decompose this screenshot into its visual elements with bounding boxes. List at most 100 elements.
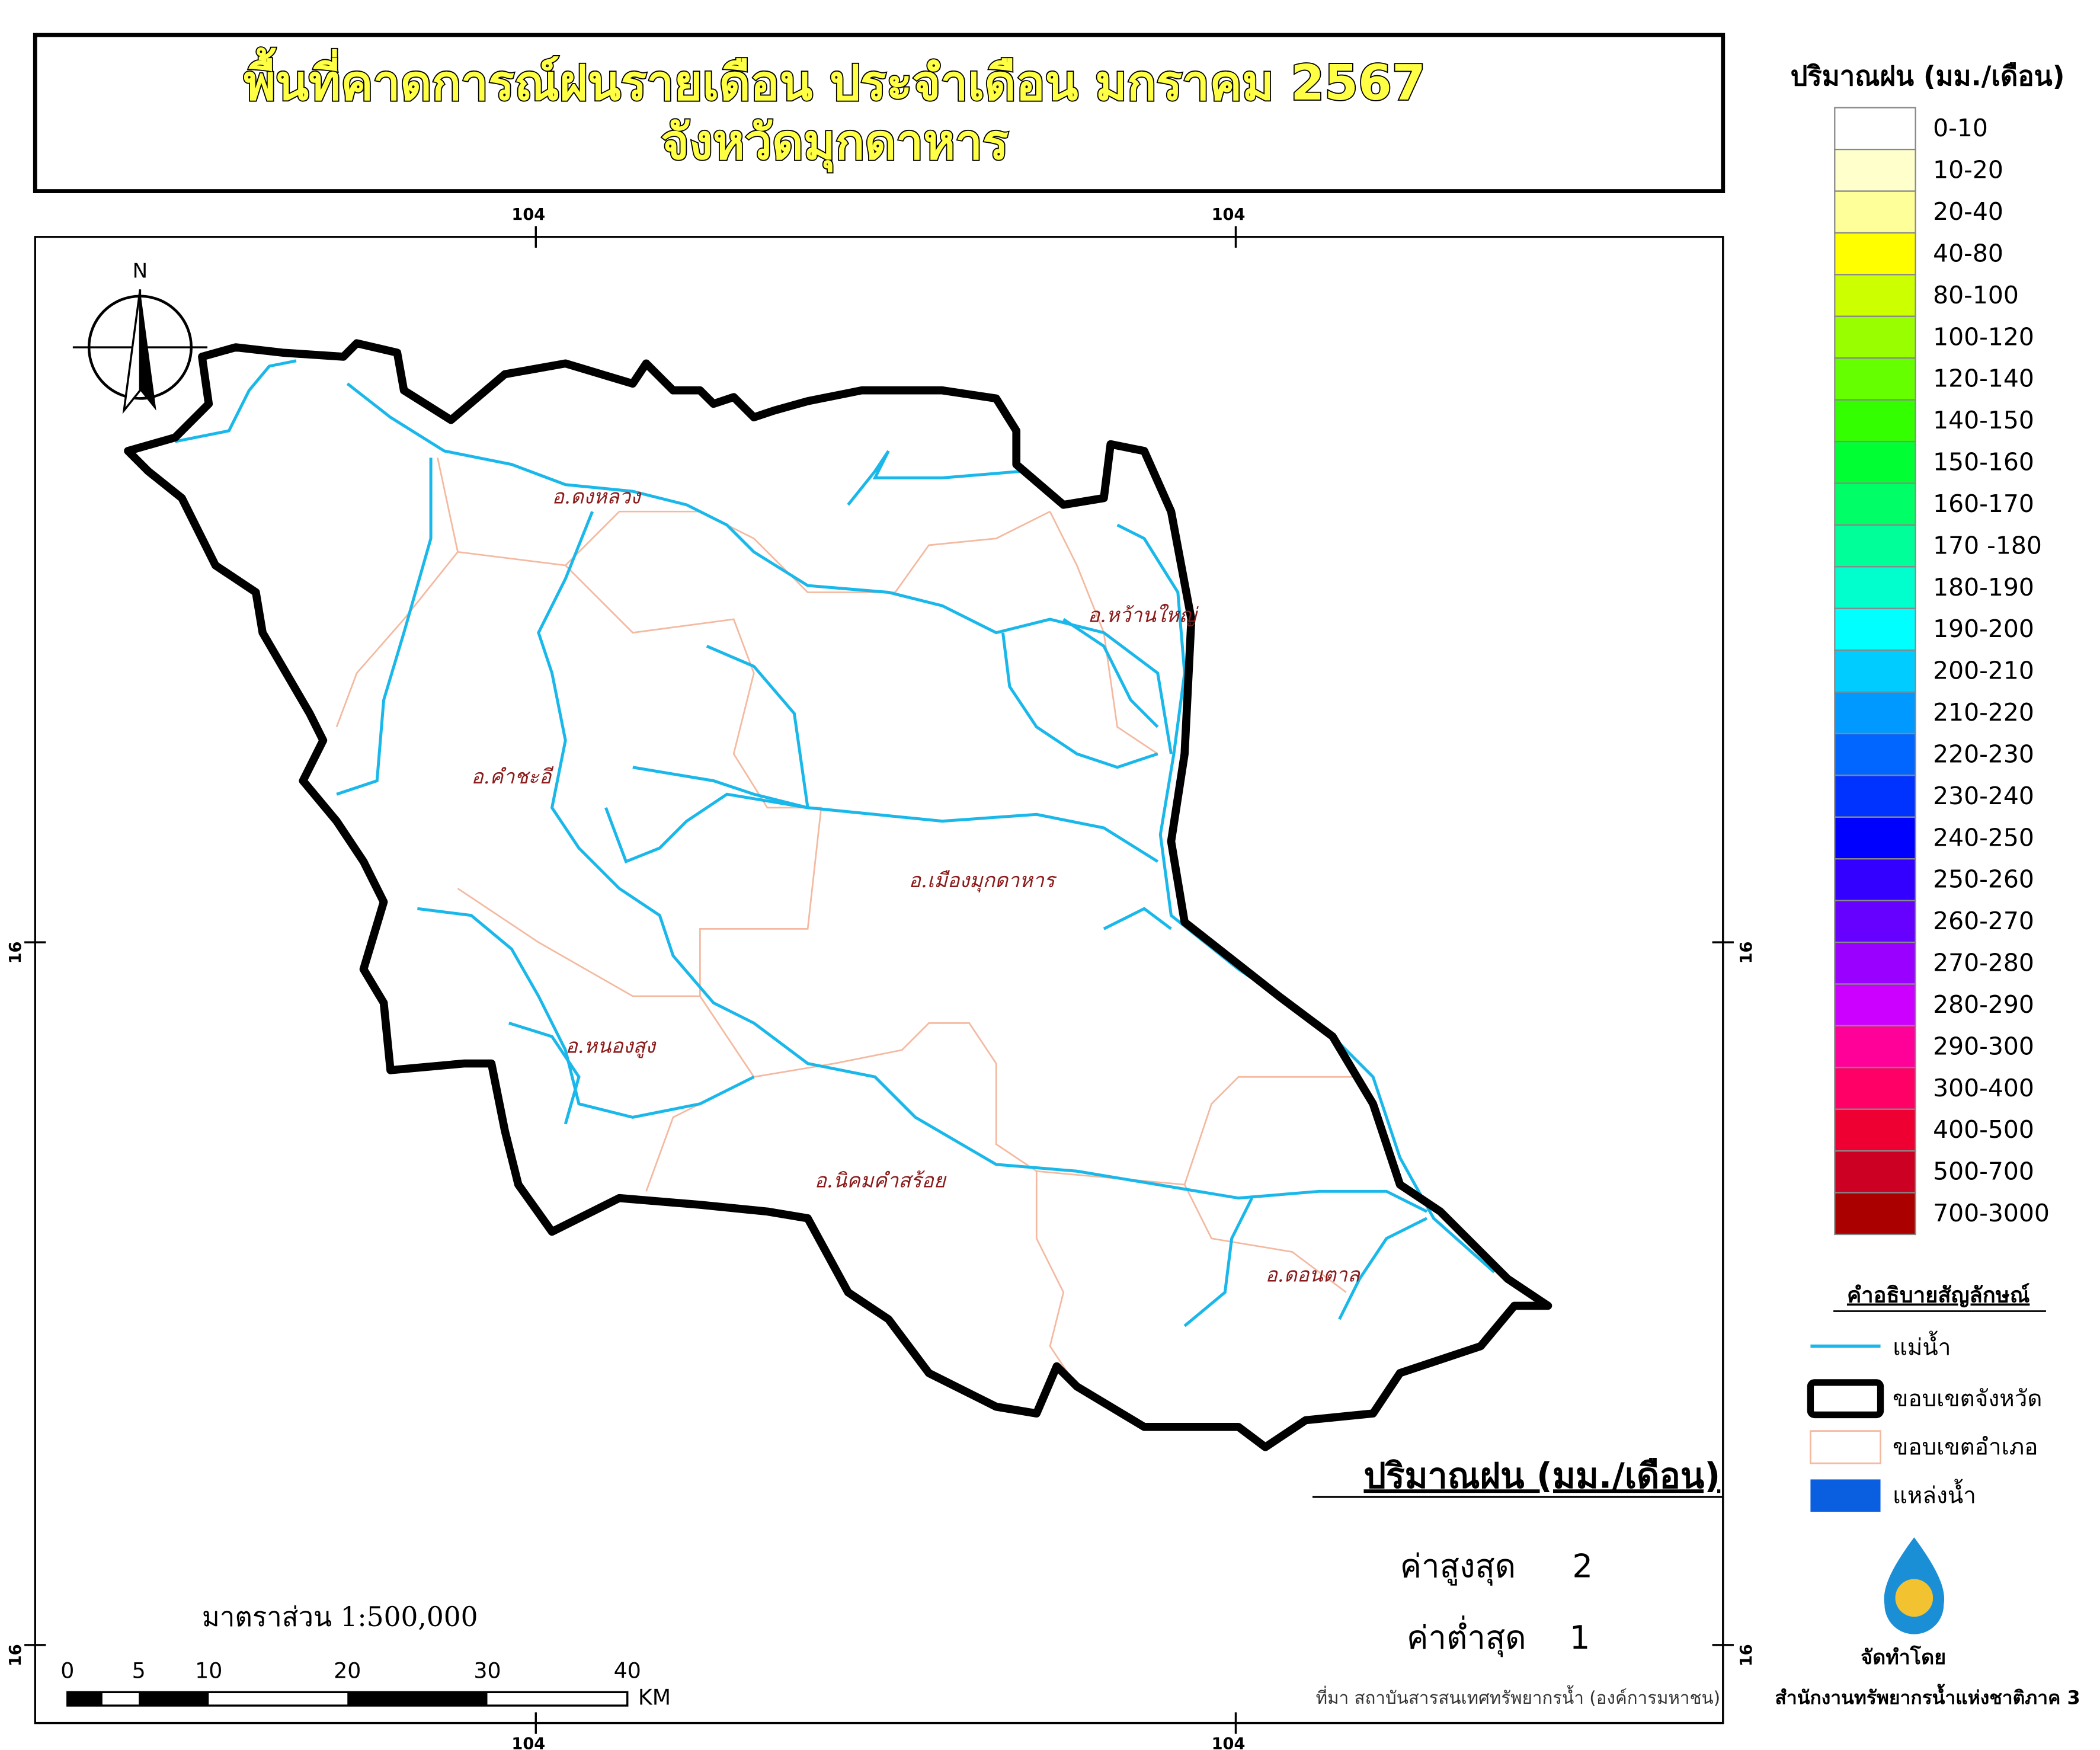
- river: [1116, 523, 1496, 1274]
- district-label: อ.หนองสูง: [565, 1034, 657, 1058]
- legend-label: 20-40: [1933, 197, 2003, 226]
- water-symbol-label: แหล่งน้ำ: [1893, 1479, 1976, 1509]
- legend-label: 180-190: [1933, 573, 2034, 602]
- legend-label: 230-240: [1933, 782, 2034, 810]
- stats-title: ปริมาณฝน (มม./เดือน): [1363, 1455, 1720, 1496]
- source: ที่มา สถาบันสารสนเทศทรัพยากรน้ำ (องค์การ…: [1316, 1685, 1721, 1708]
- legend-label: 150-160: [1933, 448, 2034, 476]
- legend-swatch: [1834, 440, 1916, 484]
- legend-swatch: [1834, 315, 1916, 359]
- legend-swatch: [1834, 482, 1916, 526]
- agency-logo: [1884, 1537, 1945, 1634]
- legend-label: 80-100: [1933, 281, 2019, 309]
- legend-swatch: [1834, 357, 1916, 401]
- scale-label: 40: [614, 1658, 641, 1683]
- district-label: อ.ดอนตาล: [1265, 1263, 1360, 1287]
- legend-swatch: [1834, 1150, 1916, 1194]
- legend-label: 400-500: [1933, 1115, 2034, 1144]
- scale-segment: [139, 1692, 209, 1706]
- stats-max: 2: [1572, 1547, 1593, 1585]
- legend-title: ปริมาณฝน (มม./เดือน): [1791, 60, 2065, 92]
- stats-max-label: ค่าสูงสุด: [1400, 1547, 1516, 1586]
- river: [336, 458, 433, 796]
- scale-label: 0: [60, 1658, 74, 1683]
- stats-min-label: ค่าต่ำสุด: [1407, 1615, 1526, 1658]
- legend-label: 120-140: [1933, 364, 2034, 393]
- legend-swatch: [1834, 775, 1916, 818]
- legend-label: 240-250: [1933, 823, 2034, 852]
- legend-swatch: [1834, 190, 1916, 234]
- producer-label: จัดทำโดย: [1861, 1645, 1946, 1669]
- legend-swatch: [1834, 983, 1916, 1027]
- producer-name: สำนักงานทรัพยากรน้ำแห่งชาติภาค 3: [1775, 1684, 2080, 1709]
- province-symbol-label: ขอบเขตจังหวัด: [1893, 1386, 2042, 1412]
- graticule-ticks: [24, 226, 1734, 1734]
- legend-label: 250-260: [1933, 865, 2034, 894]
- legend-label: 260-270: [1933, 907, 2034, 935]
- legend-swatch: [1834, 900, 1916, 943]
- north-label: N: [133, 259, 148, 283]
- legend-label: 300-400: [1933, 1074, 2034, 1102]
- river: [847, 450, 1023, 506]
- lon-label: 104: [1212, 1735, 1246, 1750]
- legend-swatch: [1834, 1067, 1916, 1110]
- subtitle: จังหวัดมุกดาหาร: [661, 114, 1009, 172]
- legend-swatch: [1834, 607, 1916, 651]
- river: [1062, 618, 1159, 728]
- legend-label: 700-3000: [1933, 1199, 2050, 1227]
- title-box: [33, 33, 1726, 193]
- legend-label: 170 -180: [1933, 531, 2042, 559]
- lat-label: 16: [1737, 941, 1756, 964]
- district-boundary: [1183, 1184, 1347, 1293]
- river: [1183, 1197, 1253, 1327]
- district-labels: อ.ดงหลวง อ.หว้านใหญ่ อ.คำชะอี อ.เมืองมุก…: [471, 485, 1361, 1287]
- legend-label: 40-80: [1933, 239, 2003, 267]
- province-boundary: [124, 339, 1552, 1451]
- district-boundary: [565, 510, 1051, 593]
- legend-swatch: [1834, 107, 1916, 151]
- lat-label: 16: [7, 1644, 25, 1666]
- legend-swatch: [1834, 691, 1916, 735]
- legend-swatch: [1834, 732, 1916, 776]
- legend-label: 160-170: [1933, 490, 2034, 518]
- scale-label: 5: [132, 1658, 146, 1683]
- legend-label: 140-150: [1933, 406, 2034, 434]
- legend: 0-10 10-20 20-40 40-80 80-100 100-120 120-140 1…: [1834, 107, 2050, 1236]
- river-symbol-label: แม่น้ำ: [1893, 1331, 1951, 1361]
- river: [632, 766, 1159, 863]
- lon-label: 104: [511, 206, 545, 224]
- river: [1338, 1217, 1428, 1320]
- legend-swatch: [1834, 274, 1916, 317]
- scale-segment: [347, 1692, 488, 1706]
- legend-label: 210-220: [1933, 698, 2034, 727]
- scale-bar: 0 5 10 20 30 40: [60, 1658, 641, 1707]
- legend-swatch: [1834, 149, 1916, 192]
- river: [175, 359, 297, 443]
- legend-label: 200-210: [1933, 657, 2034, 685]
- river: [1103, 907, 1172, 930]
- district-label: อ.เมืองมุกดาหาร: [908, 869, 1057, 892]
- scale-label: 30: [473, 1658, 501, 1683]
- scale-segment: [67, 1692, 103, 1706]
- scale-label: 10: [195, 1658, 222, 1683]
- north-arrow: N: [72, 259, 208, 414]
- district-boundary: [754, 1022, 1078, 1387]
- scale-label: 20: [334, 1658, 361, 1683]
- legend-label: 500-700: [1933, 1157, 2034, 1186]
- legend-swatch: [1834, 232, 1916, 276]
- legend-swatch: [1834, 858, 1916, 901]
- legend-label: 280-290: [1933, 990, 2034, 1019]
- legend-label: 100-120: [1933, 322, 2034, 351]
- legend-label: 270-280: [1933, 949, 2034, 977]
- lon-label: 104: [1212, 206, 1246, 224]
- lat-label: 16: [7, 941, 25, 964]
- river: [508, 1021, 581, 1125]
- legend-label: 0-10: [1933, 114, 1988, 142]
- legend-swatch: [1834, 566, 1916, 609]
- legend-swatch: [1834, 524, 1916, 568]
- district-boundaries: [335, 458, 1360, 1387]
- district-symbol: [1810, 1430, 1881, 1464]
- district-boundary: [335, 458, 459, 728]
- district-label: อ.นิคมคำสร้อย: [814, 1169, 946, 1192]
